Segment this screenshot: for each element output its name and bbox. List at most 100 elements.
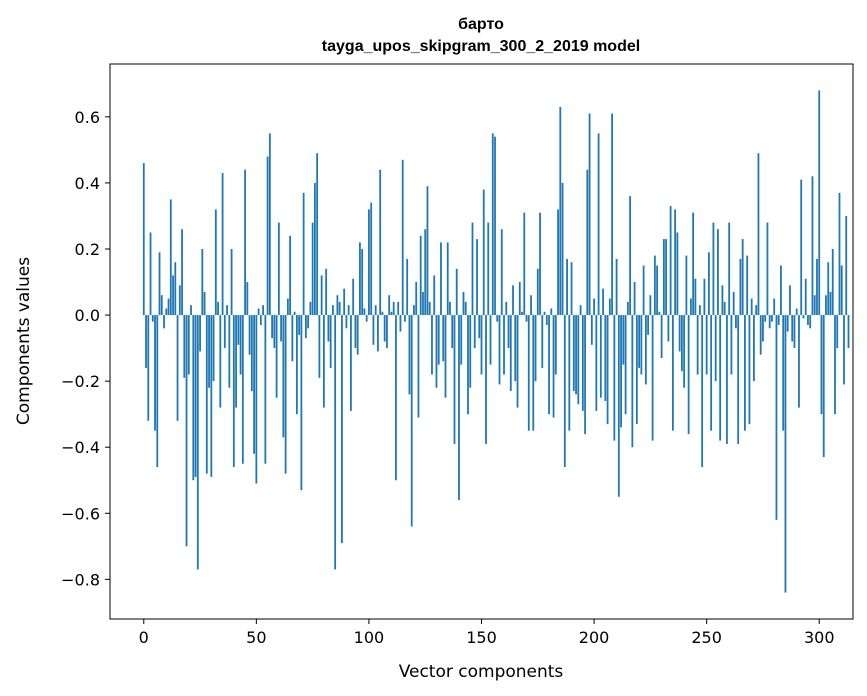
bar: [318, 315, 321, 378]
bar: [325, 268, 328, 316]
bar: [413, 305, 415, 316]
bar: [228, 315, 231, 388]
bar: [554, 315, 557, 375]
bar: [471, 222, 474, 316]
bar: [588, 113, 591, 316]
bar: [665, 239, 668, 316]
bar: [617, 315, 620, 497]
bar: [453, 315, 456, 444]
bar: [196, 315, 199, 570]
bar: [313, 182, 316, 316]
bar: [708, 252, 710, 316]
x-tick-label: 200: [579, 628, 610, 647]
bar: [460, 315, 463, 365]
bar: [199, 315, 201, 352]
bar: [694, 278, 697, 316]
bar: [455, 268, 458, 316]
bar: [404, 315, 406, 322]
bar: [703, 278, 706, 316]
x-axis: 0 50 100 150 200 250 300: [139, 619, 835, 647]
bar: [320, 275, 323, 316]
bar: [629, 196, 631, 316]
bar: [750, 298, 753, 316]
bar: [604, 315, 607, 401]
bar: [282, 315, 285, 438]
bar: [521, 311, 523, 316]
bar: [334, 315, 337, 570]
bar: [246, 282, 249, 316]
bar: [151, 315, 154, 322]
bar: [388, 295, 391, 316]
bar: [559, 106, 562, 316]
bar: [480, 315, 483, 375]
chart-title: барто: [458, 16, 504, 33]
bar: [280, 315, 283, 342]
bar: [271, 315, 274, 339]
bar: [804, 278, 807, 316]
bar: [699, 305, 701, 316]
bar: [210, 315, 213, 477]
bar: [390, 311, 393, 316]
bar: [372, 315, 375, 345]
bar: [525, 315, 528, 322]
bar: [338, 301, 341, 316]
bar: [548, 315, 550, 415]
bar: [606, 315, 609, 425]
bar: [347, 305, 350, 316]
bar: [696, 315, 699, 375]
bar: [178, 285, 181, 316]
y-tick-label: 0.4: [75, 174, 100, 193]
bar: [674, 209, 677, 316]
bar: [462, 291, 465, 316]
bar: [160, 295, 163, 316]
bar: [503, 315, 505, 375]
bar: [789, 285, 791, 316]
bar: [723, 301, 726, 316]
bar: [712, 222, 715, 316]
bar: [660, 315, 663, 359]
bar: [491, 133, 494, 316]
bar: [689, 298, 692, 316]
bar: [374, 305, 377, 316]
bar: [268, 133, 271, 316]
bar: [327, 315, 330, 342]
bar: [446, 242, 449, 316]
bar: [397, 301, 400, 316]
bar: [557, 209, 559, 316]
bar: [311, 222, 314, 316]
bar: [676, 232, 679, 316]
bar: [203, 291, 206, 316]
bar: [514, 315, 517, 382]
bar: [217, 301, 219, 316]
bar: [401, 159, 404, 316]
bar: [730, 315, 733, 375]
bar: [766, 222, 769, 316]
bar: [741, 239, 744, 316]
bar: [149, 232, 152, 316]
bar: [512, 285, 514, 316]
bar: [820, 315, 823, 415]
bar: [458, 315, 460, 501]
bar: [431, 315, 433, 375]
bar: [671, 315, 674, 431]
bar: [764, 315, 767, 322]
bar: [235, 315, 237, 408]
bar: [651, 315, 654, 441]
bar: [678, 315, 681, 352]
bar: [775, 315, 778, 520]
bar: [507, 315, 510, 349]
bar: [361, 249, 364, 316]
bar: [392, 301, 395, 316]
bar: [829, 291, 832, 316]
bar: [532, 315, 535, 431]
bar: [163, 315, 165, 329]
bar: [368, 209, 370, 316]
bar: [719, 315, 722, 441]
bar: [467, 315, 469, 415]
bar: [433, 275, 436, 316]
bar: [768, 315, 771, 329]
bar: [264, 315, 267, 464]
x-axis-label: Vector components: [399, 662, 564, 682]
bar: [771, 315, 773, 322]
